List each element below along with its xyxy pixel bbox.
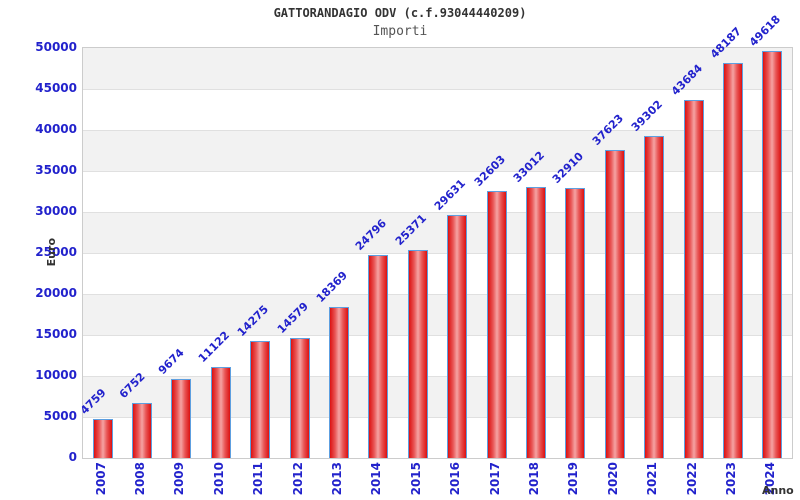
bar bbox=[762, 51, 783, 458]
bar bbox=[722, 62, 743, 458]
y-tick-label: 45000 bbox=[35, 81, 77, 95]
gridline bbox=[83, 335, 792, 336]
bar bbox=[486, 190, 507, 458]
bar bbox=[210, 366, 231, 458]
x-tick-label: 2022 bbox=[684, 462, 699, 496]
x-tick-label: 2012 bbox=[290, 462, 305, 496]
bar bbox=[604, 149, 625, 458]
bar bbox=[447, 215, 468, 458]
gridline bbox=[83, 294, 792, 295]
y-tick-label: 20000 bbox=[35, 286, 77, 300]
grid-band bbox=[83, 376, 792, 417]
x-tick-label: 2023 bbox=[723, 462, 738, 496]
bar bbox=[525, 187, 546, 458]
grid-band bbox=[83, 417, 792, 458]
x-tick-label: 2007 bbox=[93, 462, 108, 496]
x-tick-label: 2015 bbox=[408, 462, 423, 496]
bar bbox=[92, 418, 113, 458]
grid-band bbox=[83, 253, 792, 294]
x-tick-label: 2011 bbox=[251, 462, 266, 496]
bar bbox=[250, 340, 271, 458]
grid-band bbox=[83, 212, 792, 253]
y-tick-label: 15000 bbox=[35, 327, 77, 341]
x-tick-label: 2017 bbox=[487, 462, 502, 496]
plot-area: 4759 6752 9674 11122 14275 14579 18369 24796 253… bbox=[77, 13, 793, 459]
bar bbox=[329, 307, 350, 458]
chart-title: GATTORANDAGIO ODV (c.f.93044440209) bbox=[273, 6, 527, 20]
y-axis: 0 5000 10000 15000 20000 25000 30000 35000 40000… bbox=[0, 40, 77, 464]
bar bbox=[289, 338, 310, 458]
y-tick-label: 40000 bbox=[35, 122, 77, 136]
bar bbox=[644, 135, 665, 458]
grid-band bbox=[83, 294, 792, 335]
x-axis-title: Anno bbox=[762, 484, 794, 497]
bar bbox=[132, 402, 153, 458]
y-tick-label: 30000 bbox=[35, 204, 77, 218]
grid-band bbox=[83, 48, 792, 89]
x-tick-label: 2018 bbox=[526, 462, 541, 496]
gridline bbox=[83, 171, 792, 172]
gridline bbox=[83, 417, 792, 418]
bar bbox=[368, 254, 389, 458]
bar bbox=[683, 99, 704, 458]
x-tick-label: 2009 bbox=[172, 462, 187, 496]
gridline bbox=[83, 253, 792, 254]
grid-band bbox=[83, 130, 792, 171]
x-tick-label: 2008 bbox=[133, 462, 148, 496]
y-tick-label: 25000 bbox=[35, 245, 77, 259]
x-tick-label: 2019 bbox=[566, 462, 581, 496]
x-tick-label: 2016 bbox=[448, 462, 463, 496]
x-tick-label: 2010 bbox=[211, 462, 226, 496]
bar bbox=[171, 378, 192, 458]
y-axis-title: Euro bbox=[45, 238, 58, 267]
x-tick-label: 2020 bbox=[605, 462, 620, 496]
grid-band bbox=[83, 171, 792, 212]
y-tick-label: 5000 bbox=[43, 409, 77, 423]
chart-subtitle: Importi bbox=[372, 24, 428, 39]
y-tick-label: 10000 bbox=[35, 368, 77, 382]
grid-band bbox=[83, 335, 792, 376]
x-tick-label: 2021 bbox=[645, 462, 660, 496]
x-tick-label: 2013 bbox=[330, 462, 345, 496]
grid-band bbox=[83, 89, 792, 130]
y-tick-label: 0 bbox=[68, 450, 77, 464]
gridline bbox=[83, 212, 792, 213]
bar bbox=[407, 249, 428, 458]
y-tick-label: 50000 bbox=[35, 40, 77, 54]
y-tick-label: 35000 bbox=[35, 163, 77, 177]
x-axis: 2007 2008 2009 2010 2011 2012 2013 2014 2015 2016… bbox=[82, 458, 791, 500]
gridline bbox=[83, 89, 792, 90]
gridline bbox=[83, 130, 792, 131]
gridline bbox=[83, 376, 792, 377]
bar bbox=[565, 188, 586, 458]
x-tick-label: 2014 bbox=[369, 462, 384, 496]
